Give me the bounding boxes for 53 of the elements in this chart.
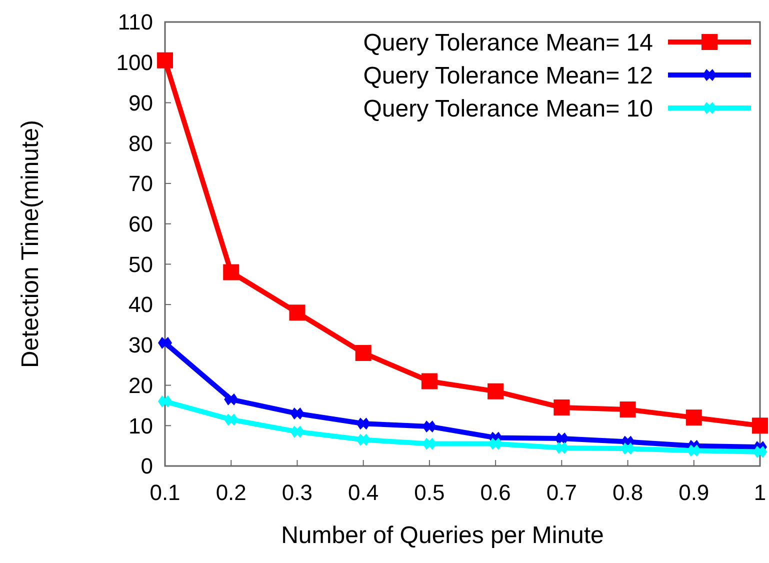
point bbox=[223, 264, 240, 280]
point bbox=[356, 418, 370, 430]
y-axis-title: Detection Time(minute) bbox=[17, 120, 44, 368]
point bbox=[290, 426, 304, 438]
point bbox=[290, 408, 304, 420]
point bbox=[686, 444, 701, 457]
legend-label: Query Tolerance Mean= 14 bbox=[363, 29, 653, 56]
x-tick-label: 1 bbox=[754, 480, 766, 505]
x-axis-title: Number of Queries per Minute bbox=[281, 522, 604, 549]
point bbox=[620, 442, 635, 455]
point bbox=[488, 383, 504, 400]
point bbox=[554, 442, 569, 454]
x-tick-label: 0.9 bbox=[678, 480, 710, 505]
point bbox=[620, 401, 636, 418]
point bbox=[422, 438, 436, 450]
y-tick-label: 30 bbox=[128, 332, 153, 358]
point bbox=[686, 410, 702, 426]
y-tick-label: 100 bbox=[116, 50, 153, 76]
x-tick-label: 0.2 bbox=[216, 480, 246, 505]
point bbox=[158, 336, 172, 349]
y-tick-label: 90 bbox=[128, 90, 153, 116]
x-tick-label: 0.6 bbox=[480, 480, 511, 505]
point bbox=[752, 418, 768, 434]
point bbox=[753, 446, 767, 458]
point bbox=[421, 373, 438, 390]
point bbox=[356, 434, 370, 446]
x-tick-label: 0.8 bbox=[612, 480, 644, 505]
x-tick-label: 0.5 bbox=[414, 480, 445, 505]
x-tick-label: 0.4 bbox=[348, 480, 379, 505]
x-tick-label: 0.3 bbox=[282, 480, 313, 505]
y-tick-label: 110 bbox=[118, 10, 153, 35]
point bbox=[289, 304, 306, 321]
point bbox=[488, 438, 503, 450]
y-tick-label: 0 bbox=[140, 454, 153, 479]
y-tick-label: 70 bbox=[128, 171, 153, 196]
x-tick-label: 0.7 bbox=[546, 480, 577, 505]
legend-label: Query Tolerance Mean= 10 bbox=[363, 95, 653, 122]
point bbox=[157, 52, 173, 68]
point bbox=[224, 414, 238, 426]
point bbox=[422, 420, 436, 432]
point bbox=[355, 344, 372, 361]
y-tick-label: 50 bbox=[128, 252, 153, 277]
y-tick-label: 80 bbox=[128, 130, 153, 156]
point bbox=[554, 399, 570, 416]
point bbox=[158, 395, 172, 408]
y-tick-label: 20 bbox=[128, 372, 153, 398]
x-tick-label: 0.1 bbox=[150, 480, 180, 505]
point bbox=[224, 393, 238, 406]
y-tick-label: 40 bbox=[128, 292, 153, 318]
legend-label: Query Tolerance Mean= 12 bbox=[363, 62, 653, 90]
point bbox=[554, 432, 569, 445]
y-tick-label: 10 bbox=[128, 413, 153, 438]
y-tick-label: 60 bbox=[128, 212, 153, 237]
